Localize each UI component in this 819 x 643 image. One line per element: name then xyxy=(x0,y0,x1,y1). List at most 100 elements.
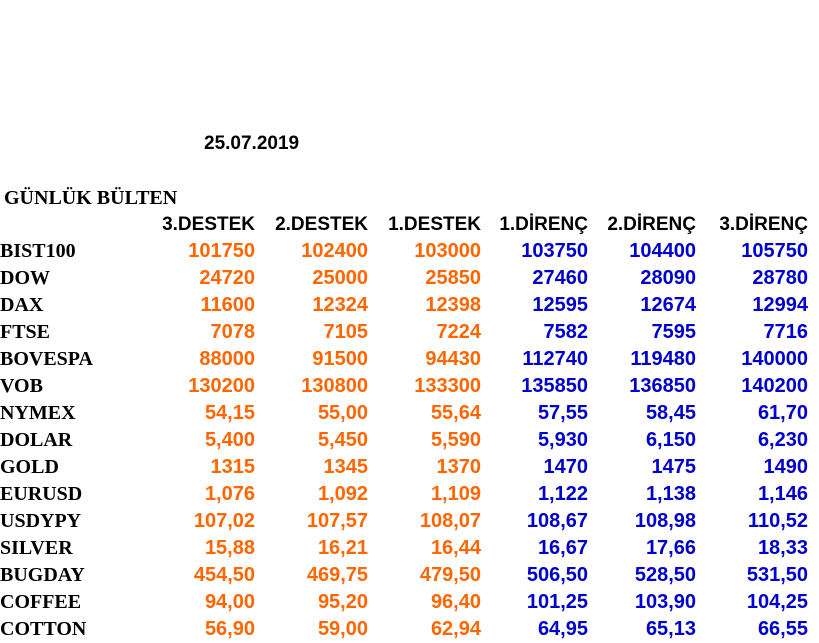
support-3-value: 107,02 xyxy=(193,510,255,532)
resistance-3-value: 18,33 xyxy=(757,537,808,559)
symbol-label: BIST100 xyxy=(0,240,76,262)
bulletin-date: 25.07.2019 xyxy=(204,133,300,154)
symbol-label: GOLD xyxy=(0,456,59,478)
support-2-value: 59,00 xyxy=(317,618,368,640)
resistance-2-value: 7595 xyxy=(651,321,697,343)
table-row: SILVER 15,88 16,21 16,44 16,67 17,66 18,33 xyxy=(0,535,808,562)
symbol-label: FTSE xyxy=(0,321,51,343)
support-2-value: 130800 xyxy=(301,375,368,397)
column-header-support-2: 2.DESTEK xyxy=(275,214,368,235)
support-1-value: 108,07 xyxy=(419,510,481,532)
resistance-2-value: 65,13 xyxy=(645,618,696,640)
resistance-2-value: 1,138 xyxy=(645,483,696,505)
support-1-value: 1,109 xyxy=(430,483,481,505)
symbol-label: BOVESPA xyxy=(0,348,93,370)
resistance-1-value: 112740 xyxy=(522,348,588,370)
support-2-value: 5,450 xyxy=(317,429,368,451)
resistance-1-value: 135850 xyxy=(521,375,588,397)
table-row: BOVESPA 88000 91500 94430 112740 119480 140000 xyxy=(0,346,808,373)
support-2-value: 7105 xyxy=(323,321,369,343)
symbol-label: DOW xyxy=(0,267,50,289)
symbol-label: USDYPY xyxy=(0,510,82,532)
symbol-label: BUGDAY xyxy=(0,564,85,586)
support-2-value: 25000 xyxy=(312,267,368,289)
support-3-value: 101750 xyxy=(188,240,255,262)
resistance-1-value: 27460 xyxy=(532,267,588,289)
bulletin-title: GÜNLÜK BÜLTEN xyxy=(4,187,178,209)
resistance-1-value: 64,95 xyxy=(537,618,588,640)
support-2-value: 95,20 xyxy=(317,591,368,613)
resistance-3-value: 6,230 xyxy=(757,429,808,451)
support-1-value: 62,94 xyxy=(430,618,481,640)
table-row: COFFEE 94,00 95,20 96,40 101,25 103,90 104,25 xyxy=(0,589,808,616)
symbol-label: SILVER xyxy=(0,537,73,559)
symbol-label: VOB xyxy=(0,375,43,397)
support-3-value: 11600 xyxy=(200,294,255,316)
resistance-1-value: 1,122 xyxy=(537,483,588,505)
resistance-2-value: 136850 xyxy=(629,375,696,397)
resistance-3-value: 66,55 xyxy=(757,618,808,640)
resistance-1-value: 103750 xyxy=(521,240,588,262)
column-header-resistance-2: 2.DİRENÇ xyxy=(607,214,696,235)
resistance-2-value: 104400 xyxy=(629,240,696,262)
support-3-value: 56,90 xyxy=(204,618,255,640)
support-1-value: 133300 xyxy=(414,375,481,397)
table-row: BUGDAY 454,50 469,75 479,50 506,50 528,50 531,… xyxy=(0,562,808,589)
support-3-value: 454,50 xyxy=(193,564,255,586)
support-3-value: 54,15 xyxy=(204,402,255,424)
table-row: GOLD 1315 1345 1370 1470 1475 1490 xyxy=(0,454,808,481)
resistance-2-value: 108,98 xyxy=(634,510,696,532)
resistance-2-value: 1475 xyxy=(651,456,697,478)
support-3-value: 15,88 xyxy=(204,537,255,559)
resistance-1-value: 506,50 xyxy=(526,564,588,586)
table-row: FTSE 7078 7105 7224 7582 7595 7716 xyxy=(0,319,808,346)
column-header-support-1: 1.DESTEK xyxy=(388,214,481,235)
table-row: EURUSD 1,076 1,092 1,109 1,122 1,138 1,146 xyxy=(0,481,808,508)
support-1-value: 103000 xyxy=(414,240,481,262)
symbol-label: COTTON xyxy=(0,618,87,640)
support-1-value: 16,44 xyxy=(430,537,481,559)
table-row: DOW 24720 25000 25850 27460 28090 28780 xyxy=(0,265,808,292)
support-1-value: 1370 xyxy=(436,456,482,478)
resistance-3-value: 1,146 xyxy=(757,483,808,505)
resistance-1-value: 1470 xyxy=(543,456,589,478)
support-2-value: 91500 xyxy=(312,348,368,370)
resistance-3-value: 1490 xyxy=(763,456,809,478)
resistance-1-value: 12595 xyxy=(532,294,588,316)
resistance-2-value: 528,50 xyxy=(634,564,696,586)
table-row: BIST100 101750 102400 103000 103750 104400 105… xyxy=(0,238,808,265)
resistance-2-value: 28090 xyxy=(640,267,696,289)
resistance-1-value: 101,25 xyxy=(526,591,588,613)
column-header-resistance-3: 3.DİRENÇ xyxy=(719,214,808,235)
resistance-1-value: 7582 xyxy=(543,321,589,343)
support-2-value: 102400 xyxy=(301,240,368,262)
resistance-3-value: 7716 xyxy=(763,321,809,343)
symbol-label: EURUSD xyxy=(0,483,83,505)
support-3-value: 1315 xyxy=(210,456,256,478)
resistance-2-value: 12674 xyxy=(640,294,696,316)
support-2-value: 12324 xyxy=(312,294,368,316)
resistance-3-value: 104,25 xyxy=(746,591,808,613)
symbol-label: COFFEE xyxy=(0,591,82,613)
support-1-value: 7224 xyxy=(436,321,482,343)
support-3-value: 1,076 xyxy=(204,483,255,505)
support-1-value: 96,40 xyxy=(430,591,481,613)
support-2-value: 1345 xyxy=(323,456,369,478)
resistance-3-value: 105750 xyxy=(741,240,808,262)
support-3-value: 130200 xyxy=(188,375,255,397)
support-3-value: 94,00 xyxy=(204,591,255,613)
support-3-value: 24720 xyxy=(199,267,255,289)
column-header-support-3: 3.DESTEK xyxy=(162,214,255,235)
table-row: DOLAR 5,400 5,450 5,590 5,930 6,150 6,230 xyxy=(0,427,808,454)
resistance-2-value: 17,66 xyxy=(645,537,696,559)
resistance-3-value: 28780 xyxy=(752,267,808,289)
table-row: VOB 130200 130800 133300 135850 136850 140200 xyxy=(0,373,808,400)
symbol-label: DOLAR xyxy=(0,429,73,451)
support-1-value: 12398 xyxy=(425,294,481,316)
support-3-value: 7078 xyxy=(210,321,256,343)
resistance-3-value: 110,52 xyxy=(747,510,808,532)
resistance-2-value: 6,150 xyxy=(645,429,696,451)
support-2-value: 1,092 xyxy=(317,483,368,505)
resistance-3-value: 140000 xyxy=(741,348,808,370)
resistance-1-value: 57,55 xyxy=(537,402,588,424)
